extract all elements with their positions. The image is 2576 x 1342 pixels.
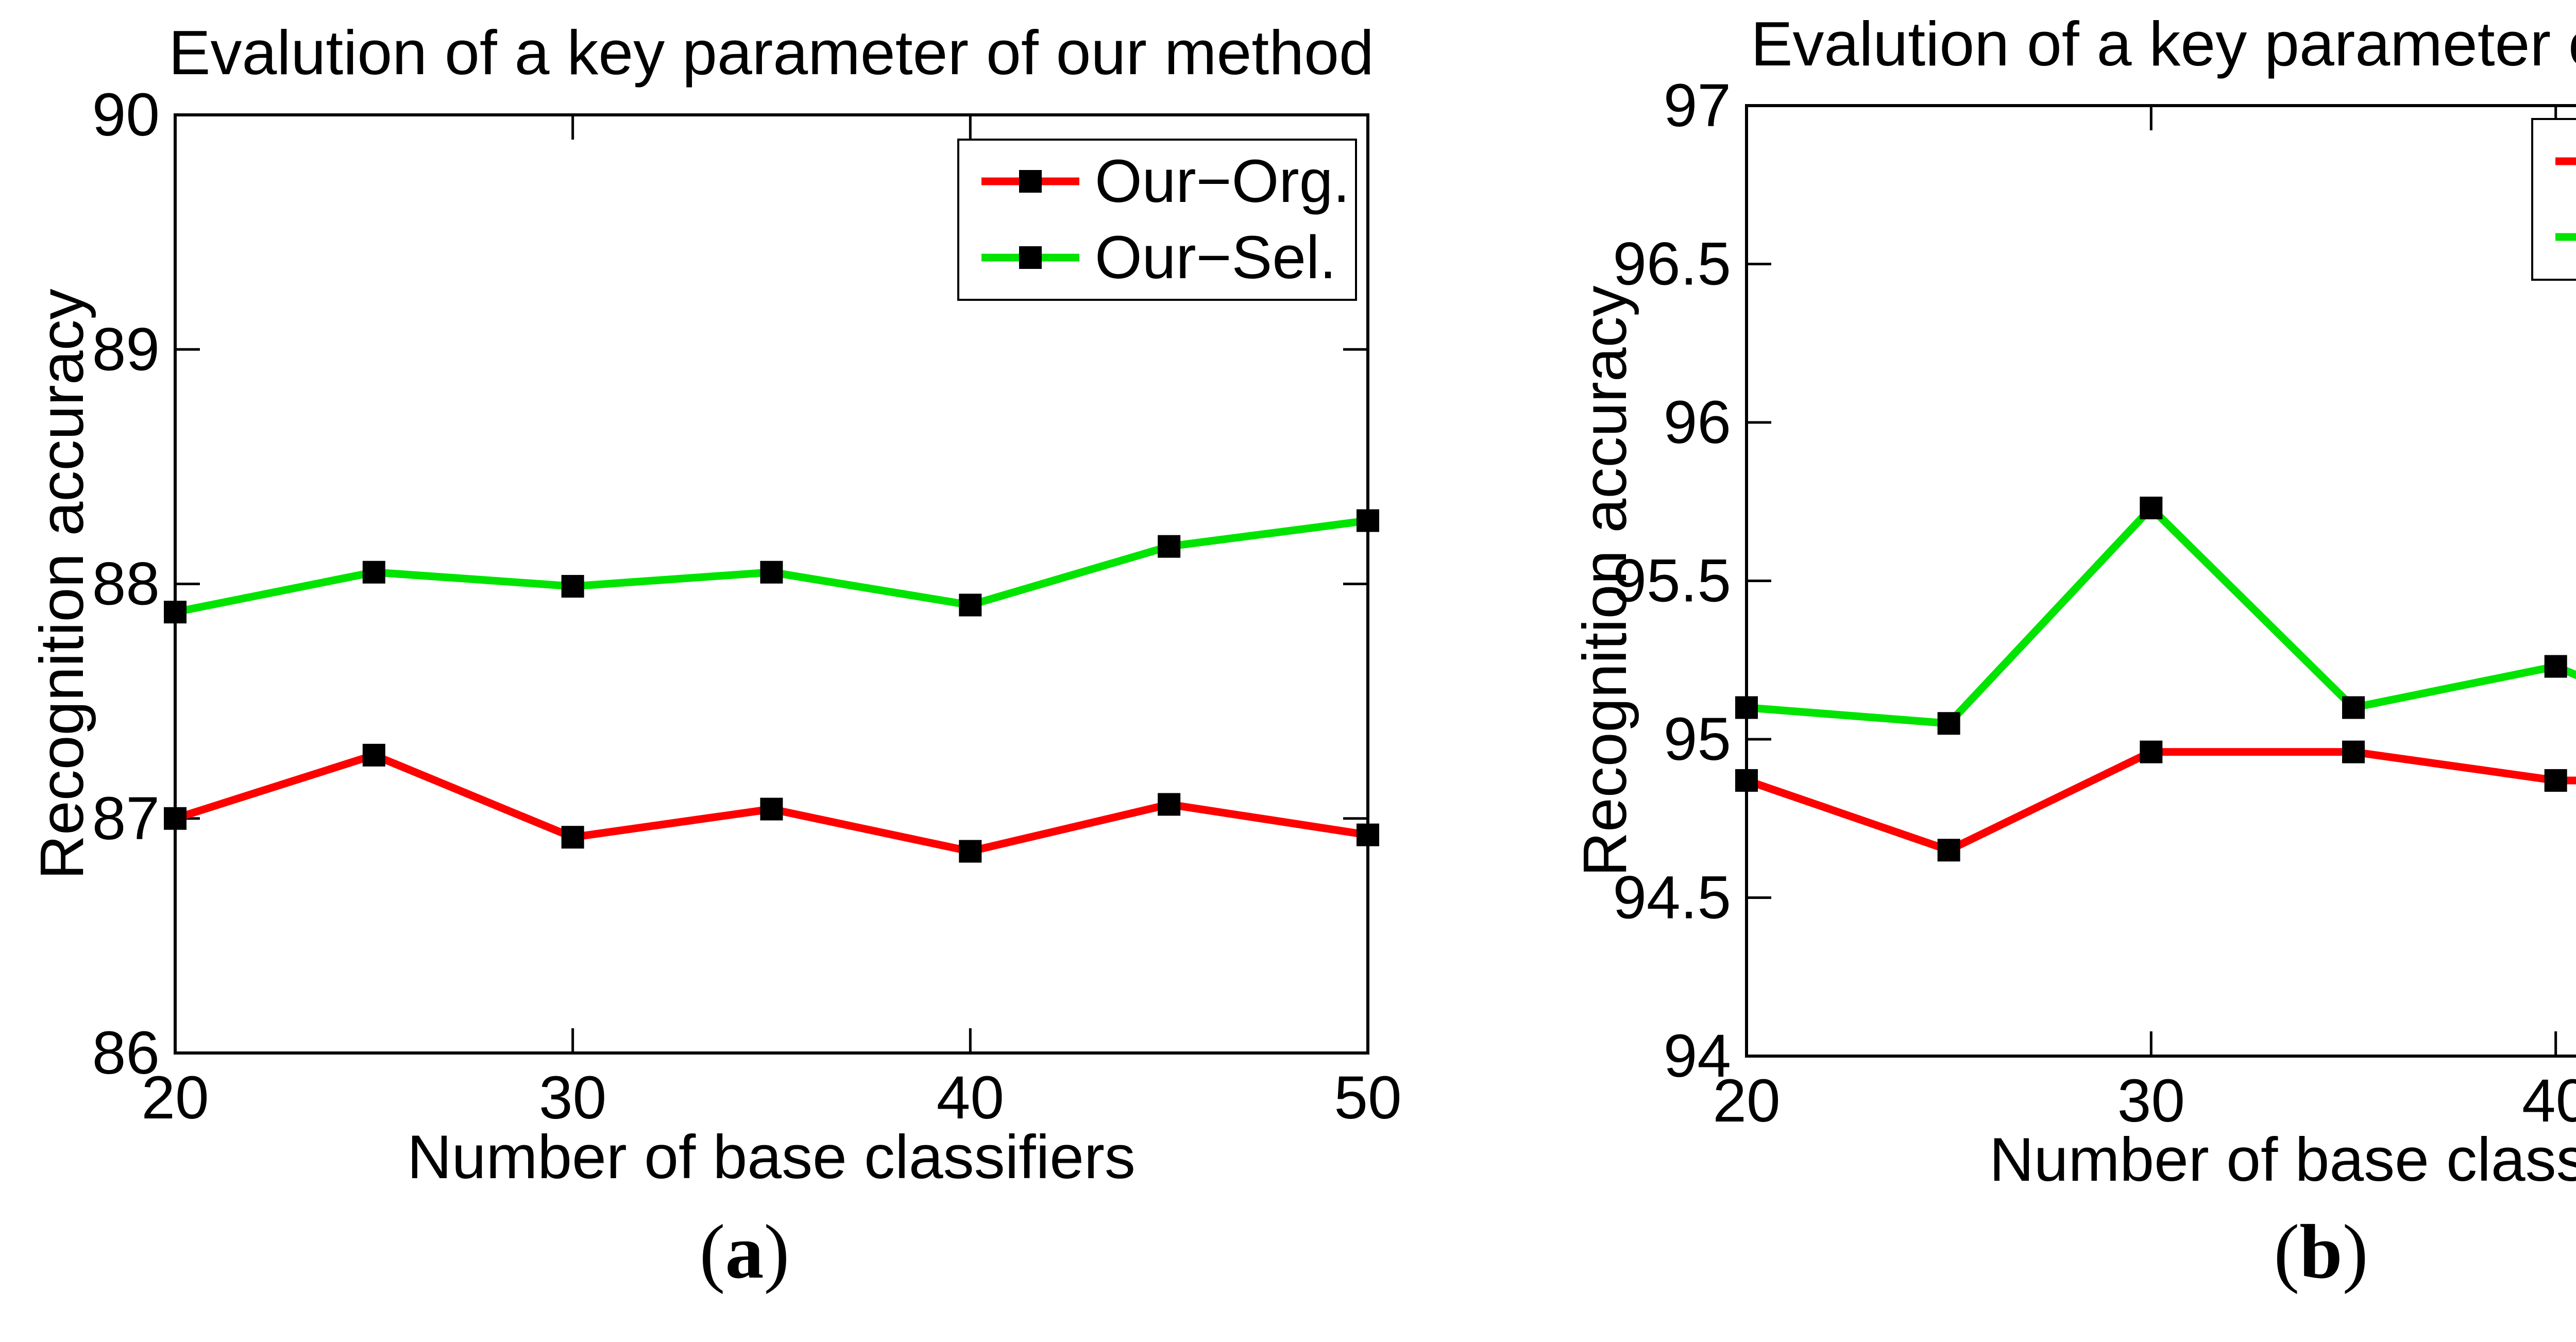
chart-b-x-axis-label: Number of base classifiers [1989, 1125, 2576, 1194]
chart-b-series-1-marker [1937, 712, 1960, 735]
chart-a-legend-label-1: Our−Sel. [1095, 224, 1336, 292]
chart-a-series-1-marker [1158, 535, 1181, 558]
chart-a-series-1-marker [362, 560, 385, 584]
chart-b-x-tick-label: 20 [1713, 1067, 1780, 1135]
chart-a-y-tick-label: 87 [92, 785, 160, 853]
chart-b-y-tick-label: 95.5 [1613, 547, 1731, 615]
caption-a-close-paren: ) [764, 1209, 790, 1295]
chart-a-legend-box [957, 139, 1357, 301]
chart-a-series-1-marker [1357, 509, 1379, 532]
chart-a-series-0-marker [164, 807, 187, 830]
chart-b-y-tick-label: 94.5 [1613, 864, 1731, 932]
chart-b-x-tick-label: 30 [2117, 1067, 2185, 1135]
chart-a-x-tick-label: 40 [937, 1064, 1004, 1132]
chart-b-x-tick-label: 40 [2522, 1067, 2576, 1135]
chart-b-series-0-marker [1735, 769, 1758, 792]
chart-a-x-tick-label: 30 [539, 1064, 606, 1132]
chart-a-x-tick-label: 20 [141, 1064, 209, 1132]
chart-b-series-1-marker [2140, 497, 2163, 520]
chart-b-series-1-marker [2342, 696, 2365, 719]
caption-b-close-paren: ) [2342, 1209, 2368, 1295]
chart-a-legend-label-0: Our−Org. [1095, 147, 1350, 215]
chart-a-series-1-marker [760, 560, 783, 584]
chart-b-series-line-0 [1745, 748, 2576, 855]
chart-b-title: Evalution of a key parameter of our meth… [1751, 9, 2576, 79]
caption-b-letter: b [2299, 1209, 2343, 1295]
chart-a-y-tick-label: 86 [92, 1019, 160, 1087]
chart-b-y-tick-label: 96 [1664, 388, 1731, 456]
chart-a-series-1-marker [164, 601, 187, 624]
chart-b-y-axis-label: Recognition accuracy [1570, 285, 1639, 877]
chart-a-series-1-marker [561, 575, 584, 598]
chart-b-series-0-marker [2544, 769, 2567, 792]
chart-a-y-tick-label: 90 [92, 81, 160, 149]
caption-a: (a) [700, 1205, 790, 1298]
chart-a-legend-marker-0 [1019, 170, 1042, 193]
chart-a-title: Evalution of a key parameter of our meth… [168, 18, 1374, 88]
chart-a-series-0-marker [760, 797, 783, 821]
chart-b-y-tick-label: 97 [1664, 72, 1731, 140]
chart-b-plot-box [1745, 104, 2576, 1058]
chart-a-series-0-marker [561, 826, 584, 849]
chart-a-x-tick-label: 50 [1334, 1064, 1401, 1132]
caption-a-letter: a [725, 1209, 764, 1295]
chart-a-series-1-marker [959, 593, 982, 617]
chart-a-series-0-marker [1357, 823, 1379, 846]
caption-b: (b) [2274, 1205, 2368, 1298]
chart-b-legend-box [2531, 118, 2576, 281]
chart-b-y-tick-label: 96.5 [1613, 230, 1731, 298]
chart-b-series-0-marker [2342, 740, 2365, 763]
chart-a-y-axis-label: Recognition accuracy [27, 288, 96, 880]
chart-b-series-0-marker [1937, 839, 1960, 862]
chart-a-y-tick-label: 89 [92, 315, 160, 383]
chart-b-y-tick-label: 95 [1664, 705, 1731, 773]
chart-a-series-0-marker [959, 840, 982, 863]
chart-b-series-1-marker [1735, 696, 1758, 719]
chart-a-series-0-marker [362, 743, 385, 767]
chart-b-y-tick-label: 94 [1664, 1022, 1731, 1090]
chart-a-legend-marker-1 [1019, 246, 1042, 269]
chart-a-x-axis-label: Number of base classifiers [407, 1123, 1136, 1192]
caption-b-open-paren: ( [2274, 1209, 2300, 1295]
chart-a-y-tick-label: 88 [92, 550, 160, 618]
caption-a-open-paren: ( [699, 1209, 725, 1295]
chart-b-series-1-marker [2544, 655, 2567, 678]
chart-a-series-0-marker [1158, 793, 1181, 816]
chart-b-series-0-marker [2140, 740, 2163, 763]
